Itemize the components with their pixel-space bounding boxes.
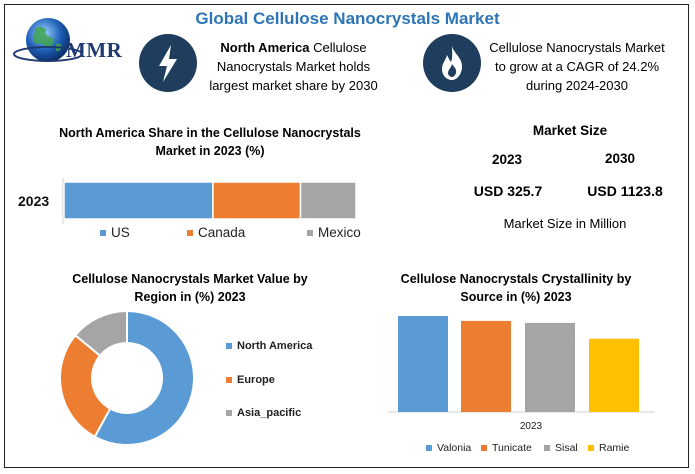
legend-swatch <box>226 343 232 350</box>
legend-swatch <box>226 377 232 384</box>
globe-icon <box>13 18 83 62</box>
market-size-year-2030: 2030 <box>604 151 636 166</box>
legend-label: Sisal <box>555 442 578 454</box>
share-chart: 2023 <box>18 178 357 224</box>
source-bar-sisal <box>525 322 575 412</box>
legend-valonia: Valonia <box>426 442 471 454</box>
legend-label: Valonia <box>437 442 472 454</box>
region-panel-title: Cellulose Nanocrystals Market Value by R… <box>72 272 308 304</box>
legend-label: Tunicate <box>492 442 532 454</box>
share-bar-canada <box>212 181 302 220</box>
legend-swatch <box>544 445 550 452</box>
legend-asia-pacific: Asia_pacific <box>226 407 301 419</box>
legend-sisal: Sisal <box>544 442 578 454</box>
logo: MMR <box>12 14 132 72</box>
market-size-value-2030: USD 1123.8 <box>587 183 663 199</box>
legend-mexico: Mexico <box>307 225 361 240</box>
legend-label: Ramie <box>599 442 630 454</box>
donut-slice-asia-pacific <box>73 309 128 358</box>
legend-canada: Canada <box>187 225 245 240</box>
fact-bold: North America <box>220 40 310 55</box>
page-title: Global Cellulose Nanocrystals Market <box>195 9 500 28</box>
region-donut <box>59 309 195 446</box>
legend-swatch <box>187 230 193 237</box>
market-size-title: Market Size <box>532 123 608 138</box>
legend-north-america: North America <box>226 340 312 352</box>
legend-europe: Europe <box>226 374 275 386</box>
legend-swatch <box>481 445 487 452</box>
market-size-value-2023: USD 325.7 <box>473 183 543 199</box>
lightning-icon <box>139 34 197 92</box>
legend-label: North America <box>237 340 313 352</box>
legend-swatch <box>100 230 106 237</box>
logo-text: MMR <box>66 38 123 62</box>
share-category-label: 2023 <box>18 193 49 209</box>
market-size-year-2023: 2023 <box>491 152 523 167</box>
legend-swatch <box>588 445 594 452</box>
fact-cagr: Cellulose Nanocrystals Market to grow at… <box>489 40 665 93</box>
legend-label: Mexico <box>318 225 361 240</box>
legend-label: Europe <box>237 374 275 386</box>
legend-ramie: Ramie <box>588 442 629 454</box>
share-panel-title: North America Share in the Cellulose Nan… <box>59 126 361 158</box>
share-bar-us <box>63 181 214 220</box>
source-bar-tunicate <box>461 320 511 412</box>
fact-text: Cellulose Nanocrystals Market holds larg… <box>209 40 378 93</box>
source-category-label: 2023 <box>520 421 543 432</box>
legend-swatch <box>307 230 313 237</box>
donut-slice-europe <box>59 333 112 439</box>
share-bar-mexico <box>299 181 357 220</box>
infographic-frame <box>4 4 689 468</box>
legend-tunicate: Tunicate <box>481 442 532 454</box>
legend-swatch <box>426 445 432 452</box>
flame-icon <box>423 34 481 92</box>
legend-label: US <box>111 225 130 240</box>
fact-north-america: North America Cellulose Nanocrystals Mar… <box>206 38 381 95</box>
legend-us: US <box>100 225 130 240</box>
donut-slice-north-america <box>93 309 195 446</box>
legend-label: Asia_pacific <box>237 407 302 419</box>
source-bar-valonia <box>398 315 448 412</box>
source-panel-title: Cellulose Nanocrystals Crystallinity by … <box>400 272 632 304</box>
market-size-note: Market Size in Million <box>503 216 627 231</box>
legend-label: Canada <box>198 225 246 240</box>
source-bar-ramie <box>589 338 639 412</box>
source-chart: 2023 <box>388 315 655 432</box>
legend-swatch <box>226 410 232 417</box>
